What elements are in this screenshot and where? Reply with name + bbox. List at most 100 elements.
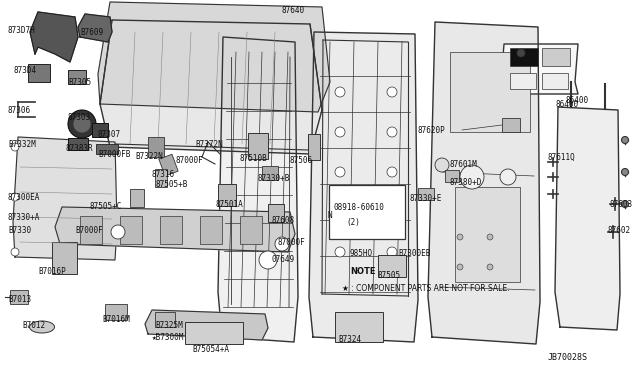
- Bar: [262, 166, 278, 180]
- Text: 87640: 87640: [282, 6, 305, 15]
- Text: 86400: 86400: [565, 96, 588, 105]
- Text: 87330+B: 87330+B: [258, 173, 291, 183]
- Bar: [378, 255, 406, 277]
- Text: B7016P: B7016P: [38, 267, 66, 276]
- Circle shape: [68, 110, 96, 138]
- Bar: [80, 216, 102, 244]
- Text: B7300EB: B7300EB: [398, 250, 430, 259]
- Text: 87306: 87306: [8, 106, 31, 115]
- Text: 87620P: 87620P: [418, 125, 445, 135]
- Text: B75054+A: B75054+A: [192, 346, 229, 355]
- Polygon shape: [98, 2, 330, 112]
- Polygon shape: [218, 37, 298, 342]
- Circle shape: [275, 237, 289, 251]
- Bar: [10, 290, 28, 304]
- Text: (2): (2): [346, 218, 360, 227]
- Polygon shape: [78, 14, 112, 42]
- Circle shape: [111, 225, 125, 239]
- Text: 87330+A: 87330+A: [8, 212, 40, 221]
- Circle shape: [487, 234, 493, 240]
- Bar: [159, 154, 178, 176]
- Text: 87303: 87303: [68, 112, 91, 122]
- Text: 87611Q: 87611Q: [548, 153, 576, 161]
- Text: 87501A: 87501A: [215, 199, 243, 208]
- Circle shape: [259, 251, 277, 269]
- Polygon shape: [145, 310, 268, 340]
- Text: 87608: 87608: [272, 215, 295, 224]
- Circle shape: [335, 127, 345, 137]
- FancyBboxPatch shape: [329, 185, 405, 239]
- Text: 87000F: 87000F: [175, 155, 203, 164]
- Circle shape: [387, 167, 397, 177]
- Bar: [155, 312, 175, 327]
- Circle shape: [621, 169, 628, 176]
- Ellipse shape: [29, 321, 54, 333]
- Circle shape: [73, 115, 91, 133]
- Circle shape: [11, 248, 19, 256]
- Polygon shape: [55, 207, 295, 252]
- Bar: [542, 73, 568, 89]
- Bar: [185, 322, 243, 344]
- Text: 87602: 87602: [608, 225, 631, 234]
- Bar: [510, 48, 538, 66]
- Polygon shape: [309, 32, 418, 342]
- Polygon shape: [555, 107, 620, 330]
- Bar: [218, 184, 236, 206]
- Text: B7325M: B7325M: [155, 321, 183, 330]
- Text: 87505+C: 87505+C: [90, 202, 122, 211]
- Text: ★B7300M: ★B7300M: [152, 334, 184, 343]
- Bar: [200, 216, 222, 244]
- Bar: [28, 64, 50, 82]
- Text: 87316: 87316: [152, 170, 175, 179]
- Bar: [445, 170, 459, 182]
- Text: B7000F: B7000F: [75, 225, 103, 234]
- Polygon shape: [100, 20, 322, 154]
- Circle shape: [460, 165, 484, 189]
- Bar: [148, 137, 164, 157]
- Text: 87603: 87603: [610, 199, 633, 208]
- Polygon shape: [13, 137, 117, 260]
- Text: 87505: 87505: [378, 270, 401, 279]
- Bar: [155, 169, 167, 187]
- Circle shape: [457, 234, 463, 240]
- Bar: [248, 133, 268, 159]
- Circle shape: [11, 143, 19, 151]
- Circle shape: [435, 158, 449, 172]
- Circle shape: [487, 264, 493, 270]
- Text: 87506: 87506: [290, 155, 313, 164]
- Circle shape: [500, 169, 516, 185]
- Circle shape: [387, 87, 397, 97]
- Text: B7305: B7305: [68, 77, 91, 87]
- Bar: [52, 242, 77, 274]
- Circle shape: [335, 207, 345, 217]
- Text: B7013: B7013: [8, 295, 31, 305]
- Text: 87330+E: 87330+E: [410, 193, 442, 202]
- Text: B7609: B7609: [80, 28, 103, 36]
- Bar: [308, 134, 320, 160]
- Bar: [92, 123, 108, 137]
- Text: 87000F: 87000F: [278, 237, 306, 247]
- Text: B7372N: B7372N: [195, 140, 223, 148]
- Polygon shape: [501, 44, 578, 94]
- Circle shape: [387, 207, 397, 217]
- Text: ★ : COMPONENT PARTS ARE NOT FOR SALE.: ★ : COMPONENT PARTS ARE NOT FOR SALE.: [342, 283, 509, 292]
- Bar: [105, 304, 127, 320]
- Text: JB70028S: JB70028S: [548, 353, 588, 362]
- Text: 87380+D: 87380+D: [450, 177, 483, 186]
- Circle shape: [621, 201, 628, 208]
- Text: 873D4: 873D4: [13, 65, 36, 74]
- Text: 08918-60610: 08918-60610: [334, 202, 385, 212]
- Text: B7012: B7012: [22, 321, 45, 330]
- Text: 87300EA: 87300EA: [8, 192, 40, 202]
- Bar: [96, 144, 118, 154]
- Bar: [335, 312, 383, 342]
- Text: 873D7H: 873D7H: [8, 26, 36, 35]
- Text: B7016M: B7016M: [102, 314, 130, 324]
- Bar: [160, 216, 182, 244]
- Text: 985HO: 985HO: [350, 250, 373, 259]
- Circle shape: [457, 264, 463, 270]
- Text: B7322N: B7322N: [135, 151, 163, 160]
- Text: 87601M: 87601M: [450, 160, 477, 169]
- Circle shape: [11, 193, 19, 201]
- Bar: [455, 187, 520, 282]
